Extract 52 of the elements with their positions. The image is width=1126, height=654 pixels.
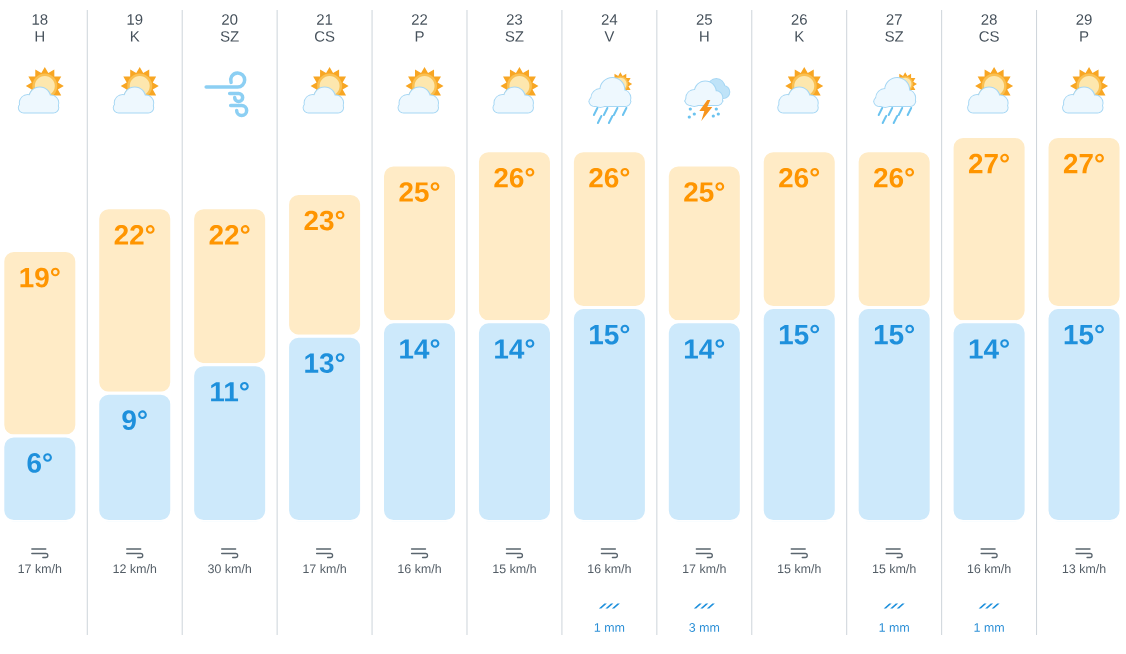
text: 17 km/h bbox=[303, 564, 346, 574]
text: 1 mm bbox=[594, 623, 625, 632]
x-tick-label: 28 CS bbox=[979, 14, 999, 42]
text: 16 km/h bbox=[588, 564, 631, 574]
data-label: 6° bbox=[27, 453, 52, 473]
text: 15 km/h bbox=[872, 564, 916, 574]
text: 15 km/h bbox=[778, 564, 821, 574]
total-label: 23° bbox=[304, 210, 345, 231]
data-label: 9° bbox=[122, 410, 147, 431]
data-label: 14° bbox=[495, 339, 535, 359]
total-label: 26° bbox=[494, 167, 535, 188]
text: 1 mm bbox=[879, 623, 909, 632]
total-label: 26° bbox=[779, 167, 820, 188]
total-label: 19° bbox=[20, 267, 60, 288]
x-tick-label: 25 H bbox=[696, 14, 712, 42]
text: 13 km/h bbox=[1062, 564, 1106, 574]
total-label: 26° bbox=[589, 167, 630, 188]
text: 3 mm bbox=[689, 623, 720, 632]
data-label: 15° bbox=[779, 324, 820, 345]
total-label: 25° bbox=[684, 182, 725, 202]
total-label: 27° bbox=[968, 153, 1009, 174]
x-tick-label: 24 V bbox=[601, 14, 618, 42]
text: 12 km/h bbox=[113, 564, 157, 574]
x-tick-label: 18 H bbox=[32, 14, 48, 42]
text: 30 km/h bbox=[207, 564, 251, 574]
total-label: 26° bbox=[874, 167, 915, 188]
total-label: 22° bbox=[114, 225, 155, 245]
data-label: 14° bbox=[969, 339, 1009, 359]
data-label: 13° bbox=[305, 353, 345, 374]
data-label: 15° bbox=[874, 324, 915, 345]
data-label: 15° bbox=[590, 324, 630, 345]
x-tick-label: 23 SZ bbox=[505, 14, 524, 42]
total-label: 27° bbox=[1063, 153, 1104, 174]
x-tick-label: 22 P bbox=[411, 14, 428, 42]
text: 15 km/h bbox=[493, 564, 536, 574]
data-label: 11° bbox=[211, 381, 249, 402]
text: 16 km/h bbox=[398, 564, 441, 574]
x-tick-label: 26 K bbox=[791, 14, 807, 42]
data-label: 14° bbox=[400, 339, 440, 359]
x-tick-label: 20 SZ bbox=[220, 14, 239, 42]
data-label: 15° bbox=[1064, 324, 1104, 345]
x-tick-label: 27 SZ bbox=[885, 14, 904, 42]
total-label: 22° bbox=[209, 225, 250, 245]
total-label: 25° bbox=[399, 182, 440, 202]
x-tick-label: 19 K bbox=[127, 14, 143, 42]
data-label: 14° bbox=[684, 339, 725, 359]
x-tick-label: 21 CS bbox=[314, 14, 335, 42]
text: 16 km/h bbox=[967, 564, 1011, 574]
text: 17 km/h bbox=[18, 564, 62, 574]
text: 1 mm bbox=[974, 623, 1004, 632]
x-tick-label: 29 P bbox=[1076, 14, 1092, 42]
text: 17 km/h bbox=[683, 564, 726, 574]
